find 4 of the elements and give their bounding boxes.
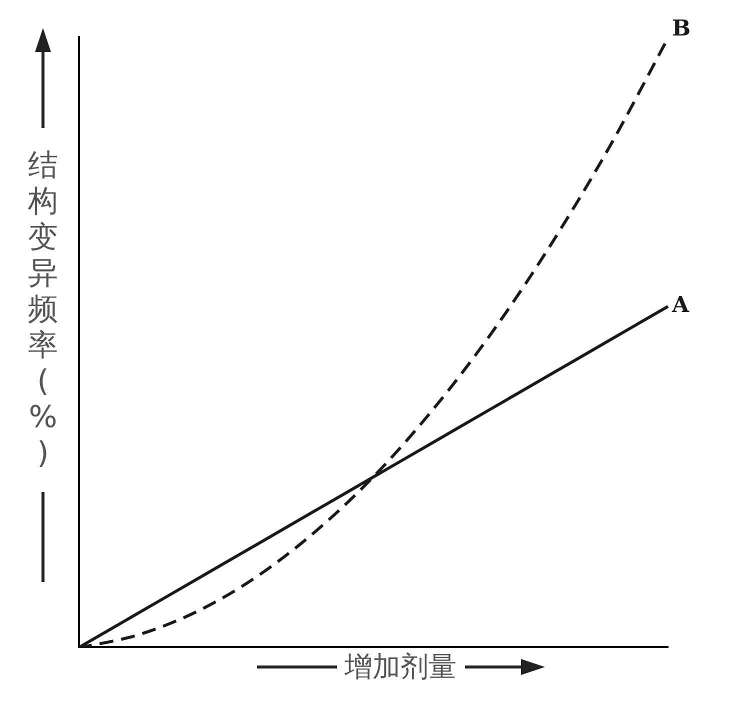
series-label: A [671, 292, 690, 318]
series-label: B [672, 16, 691, 42]
x-axis-title: 增加剂量 [344, 649, 456, 685]
text: 结构变异频率(%) [28, 148, 58, 471]
